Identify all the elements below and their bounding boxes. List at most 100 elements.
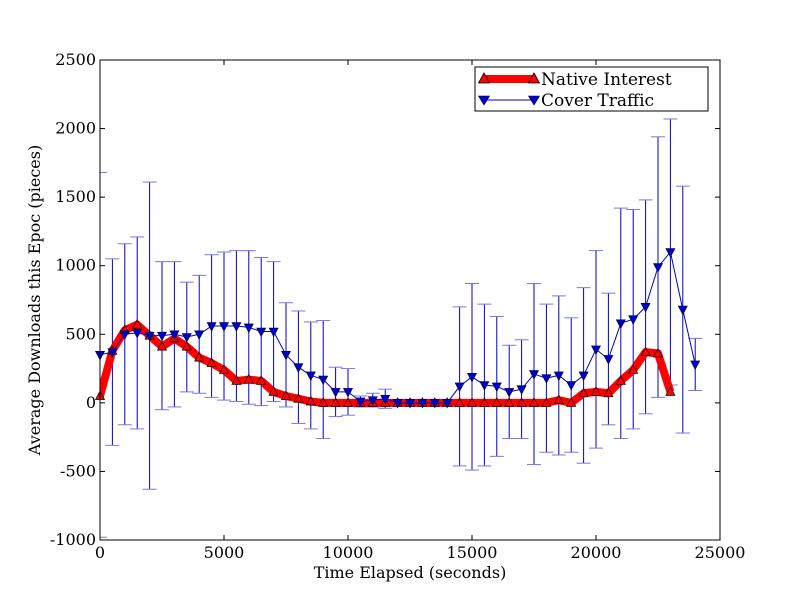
native-interest-point xyxy=(528,397,540,407)
cover-traffic-point xyxy=(144,331,155,342)
x-tick-label: 0 xyxy=(95,543,105,562)
native-interest-point xyxy=(566,397,577,407)
cover-traffic-point xyxy=(181,333,192,343)
y-tick-label: -1000 xyxy=(50,530,96,549)
native-interest-point xyxy=(156,340,168,351)
native-interest-point xyxy=(305,395,316,406)
native-interest-point xyxy=(293,392,304,403)
cover-traffic-point xyxy=(107,348,118,358)
plot-area xyxy=(94,59,721,541)
cover-traffic-point xyxy=(677,305,688,316)
native-interest-point xyxy=(466,397,478,407)
legend-cover-traffic-marker-left xyxy=(477,95,491,106)
cover-traffic-point xyxy=(566,381,577,391)
plot-background xyxy=(100,60,720,540)
legend-box xyxy=(474,66,709,112)
cover-traffic-point xyxy=(591,345,601,356)
cover-traffic-point xyxy=(119,330,130,340)
cover-traffic-point xyxy=(504,388,515,398)
cover-traffic-point xyxy=(529,370,539,380)
native-interest-point xyxy=(504,397,515,407)
cover-traffic-point xyxy=(231,322,242,332)
native-interest-point xyxy=(330,397,341,407)
legend: Native Interest Cover Traffic xyxy=(474,66,709,112)
y-axis-label: Average Downloads this Epoc (pieces) xyxy=(25,145,44,456)
native-interest-point xyxy=(194,351,205,362)
native-interest-point xyxy=(516,397,527,407)
native-interest-point xyxy=(479,397,490,407)
cover-traffic-point xyxy=(132,329,143,339)
cover-traffic-point xyxy=(665,248,676,258)
native-interest-point xyxy=(652,347,664,358)
cover-traffic-point xyxy=(169,330,180,340)
cover-traffic-point xyxy=(541,374,552,384)
cover-traffic-point xyxy=(281,351,291,361)
cover-traffic-point xyxy=(380,394,391,405)
x-tick-label: 15000 xyxy=(447,543,498,562)
native-interest-point xyxy=(342,397,354,407)
native-interest-point xyxy=(628,364,639,374)
cover-traffic-point xyxy=(318,375,329,386)
legend-native-interest-marker-left xyxy=(477,72,491,84)
y-tick-label: -500 xyxy=(60,461,96,480)
y-tick-label: 2000 xyxy=(55,119,96,138)
cover-traffic-point xyxy=(417,399,428,409)
native-interest-point xyxy=(541,397,552,407)
cover-traffic-point xyxy=(454,382,465,393)
native-interest-point xyxy=(491,397,502,407)
y-tick-label: 1000 xyxy=(55,256,96,275)
native-interest-point xyxy=(268,386,279,396)
cover-traffic-point xyxy=(157,331,167,342)
cover-traffic-point xyxy=(268,327,279,338)
native-interest-point xyxy=(603,387,614,398)
cover-traffic-point xyxy=(219,322,229,332)
native-interest-point xyxy=(280,390,292,400)
native-interest-point xyxy=(132,318,143,329)
cover-traffic-point xyxy=(553,371,564,382)
cover-traffic-point xyxy=(256,327,267,338)
native-interest-point xyxy=(318,397,329,407)
cover-traffic-point xyxy=(305,371,316,382)
cover-traffic-point xyxy=(194,330,205,340)
y-tick-label: 1500 xyxy=(55,187,96,206)
x-tick-label: 10000 xyxy=(323,543,374,562)
cover-traffic-point xyxy=(628,315,639,325)
native-interest-point xyxy=(590,386,602,396)
cover-traffic-point xyxy=(442,399,453,409)
native-interest-point xyxy=(231,375,242,385)
cover-traffic-point xyxy=(293,363,304,373)
cover-traffic-point xyxy=(690,360,701,371)
x-tick-label: 25000 xyxy=(695,543,746,562)
native-interest-point xyxy=(578,387,589,398)
y-tick-label: 0 xyxy=(86,393,96,412)
x-tick-label: 5000 xyxy=(204,543,245,562)
legend-cover-traffic-label: Cover Traffic xyxy=(541,91,654,111)
cover-traffic-point xyxy=(243,323,254,334)
cover-traffic-point xyxy=(491,382,502,393)
series-markers xyxy=(94,248,701,409)
cover-traffic-point xyxy=(615,319,626,329)
cover-traffic-point xyxy=(516,385,527,395)
native-interest-point xyxy=(553,394,564,404)
x-tick-label: 20000 xyxy=(571,543,622,562)
cover-traffic-point xyxy=(603,355,614,365)
legend-native-interest-label: Native Interest xyxy=(541,70,672,90)
native-interest-point xyxy=(206,357,217,367)
cover-traffic-point xyxy=(367,396,378,406)
plot-frame xyxy=(99,59,721,541)
cover-traffic-point xyxy=(640,303,651,313)
y-axis: -1000 -500 0 500 1000 1500 2000 2500 xyxy=(50,50,720,549)
native-interest-point xyxy=(665,386,676,396)
y-tick-label: 2500 xyxy=(55,50,96,69)
cover-traffic-point xyxy=(467,372,477,383)
x-axis-label: Time Elapsed (seconds) xyxy=(314,563,507,582)
native-interest-point xyxy=(454,397,465,407)
cover-traffic-point xyxy=(392,399,403,409)
native-interest-point xyxy=(256,375,267,385)
cover-traffic-point xyxy=(479,381,490,391)
cover-traffic-point xyxy=(405,399,415,409)
native-interest-point xyxy=(615,375,626,385)
cover-traffic-point xyxy=(578,371,589,382)
cover-traffic-point xyxy=(653,263,663,273)
cover-traffic-point xyxy=(330,388,341,398)
